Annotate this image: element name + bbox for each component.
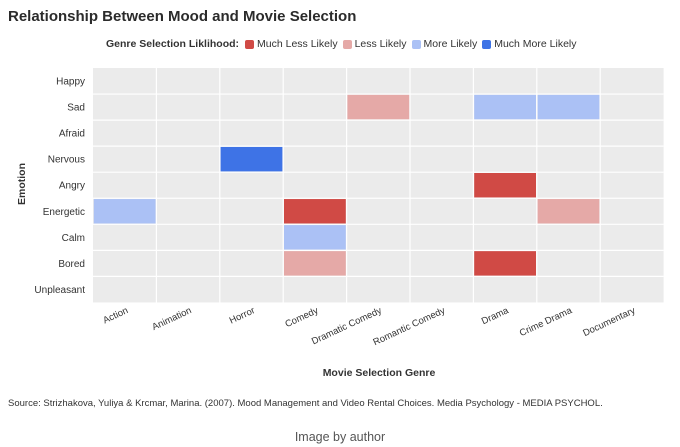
y-tick-label: Unpleasant [34, 285, 85, 296]
x-tick-label: Action [101, 305, 130, 326]
legend-label: Much Less Likely [257, 38, 338, 50]
legend-title: Genre Selection Liklihood: [106, 38, 240, 50]
y-tick-labels: Happy Sad Afraid Nervous Angry Energetic Calm B… [34, 77, 85, 296]
legend-item-much-more-likely: Much More Likely [482, 38, 577, 50]
x-axis-title: Movie Selection Genre [323, 367, 436, 379]
heatmap-cell [474, 94, 536, 120]
legend-swatch [342, 39, 352, 49]
chart-title: Relationship Between Mood and Movie Sele… [8, 8, 357, 25]
y-tick-label: Happy [56, 77, 85, 88]
legend-swatch [411, 39, 421, 49]
x-tick-label: Drama [480, 305, 511, 327]
legend-label: Much More Likely [494, 38, 577, 50]
heatmap-cell [347, 94, 410, 120]
y-tick-label: Angry [59, 181, 85, 192]
x-tick-label: Horror [228, 305, 257, 326]
legend-swatch [482, 39, 492, 49]
heatmap-cell [474, 251, 536, 276]
heatmap-cell [284, 225, 346, 250]
heatmap-cell [537, 94, 600, 120]
heatmap-cell [537, 199, 600, 224]
legend-label: More Likely [423, 38, 478, 50]
y-tick-label: Calm [62, 233, 85, 244]
x-tick-label: Comedy [283, 305, 320, 330]
heatmap-chart: Happy Sad Afraid Nervous Angry Energetic Calm B… [16, 68, 664, 379]
source-note: Source: Strizhakova, Yuliya & Krcmar, Ma… [8, 398, 603, 409]
y-tick-label: Bored [58, 259, 85, 270]
legend-label: Less Likely [354, 38, 407, 50]
heatmap-cell [284, 251, 346, 276]
legend: Genre Selection Liklihood: Much Less Lik… [106, 38, 582, 50]
heatmap-cells [93, 94, 600, 276]
heatmap-cell [474, 173, 536, 198]
y-tick-label: Nervous [48, 155, 85, 166]
y-tick-label: Energetic [43, 207, 85, 218]
legend-swatch [245, 39, 255, 49]
legend-item-more-likely: More Likely [411, 38, 478, 50]
y-tick-label: Sad [67, 103, 85, 114]
y-axis-title: Emotion [16, 163, 28, 205]
heatmap-cell [220, 146, 283, 172]
heatmap-cell [93, 199, 156, 224]
legend-item-much-less-likely: Much Less Likely [245, 38, 338, 50]
heatmap-cell [284, 199, 346, 224]
x-tick-label: Romantic Comedy [371, 305, 447, 348]
x-tick-label: Animation [150, 305, 193, 333]
y-tick-label: Afraid [59, 129, 85, 140]
image-caption: Image by author [294, 430, 386, 444]
x-tick-label: Crime Drama [518, 305, 574, 339]
legend-item-less-likely: Less Likely [342, 38, 407, 50]
x-tick-label: Documentary [581, 305, 637, 339]
